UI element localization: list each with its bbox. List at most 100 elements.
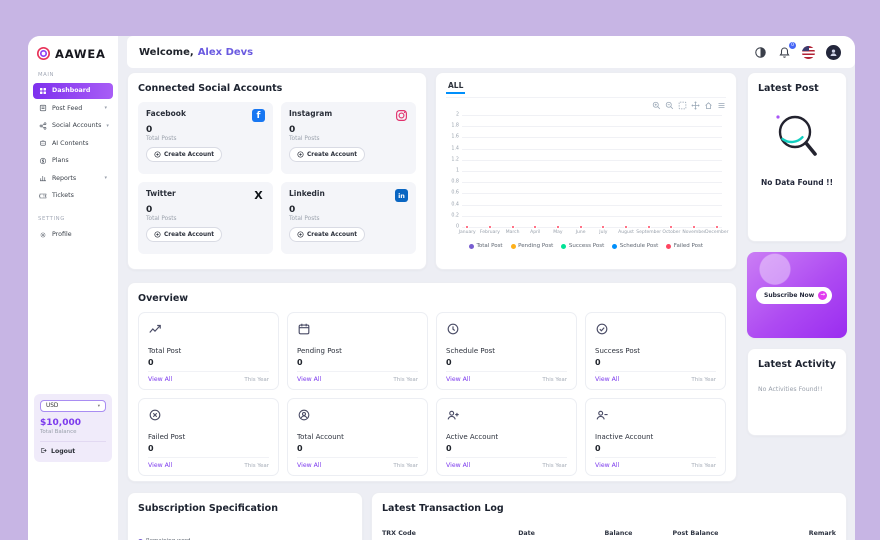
dashboard-icon xyxy=(39,87,47,95)
social-account-name: Facebook xyxy=(146,109,186,118)
latest-activity-title: Latest Activity xyxy=(758,359,836,370)
logout-button[interactable]: Logout xyxy=(40,441,106,456)
theme-toggle-icon[interactable] xyxy=(754,46,767,59)
x-axis-label: January xyxy=(458,230,476,235)
transaction-log-title: Latest Transaction Log xyxy=(382,503,504,514)
view-all-link[interactable]: View All xyxy=(297,462,322,469)
zoom-in-icon[interactable] xyxy=(652,101,661,110)
chart-data-point xyxy=(714,225,719,229)
column-header-date[interactable]: Date xyxy=(518,530,535,537)
sidebar-item-plans[interactable]: Plans xyxy=(33,153,113,169)
view-all-link[interactable]: View All xyxy=(148,376,173,383)
subscribe-now-label: Subscribe Now xyxy=(764,291,815,299)
zoom-out-icon[interactable] xyxy=(665,101,674,110)
y-axis-label: 0.8 xyxy=(451,179,459,185)
y-axis-label: 1 xyxy=(455,168,459,174)
legend-item-total-post[interactable]: Total Post xyxy=(468,243,503,249)
create-account-button[interactable]: Create Account xyxy=(146,147,223,162)
gridline xyxy=(462,171,722,172)
no-activities-text: No Activities Found!! xyxy=(758,386,823,393)
chart-data-point xyxy=(533,225,538,229)
stat-label: Failed Post xyxy=(148,433,186,441)
legend-dot xyxy=(510,243,516,249)
sidebar-item-label: Tickets xyxy=(52,192,74,199)
profile-icon xyxy=(39,231,47,239)
column-header-trx-code[interactable]: TRX Code xyxy=(382,530,416,537)
plans-icon xyxy=(39,157,47,165)
view-all-link[interactable]: View All xyxy=(297,376,322,383)
header-icons: 0 xyxy=(754,41,841,60)
view-all-link[interactable]: View All xyxy=(446,462,471,469)
view-all-link[interactable]: View All xyxy=(148,462,173,469)
chart-tab-all[interactable]: ALL xyxy=(446,81,466,94)
no-data-magnifier-illustration xyxy=(758,108,836,166)
stat-card-schedule-post: Schedule Post 0 View All This Year xyxy=(436,312,577,390)
view-all-link[interactable]: View All xyxy=(595,376,620,383)
selection-icon[interactable] xyxy=(678,101,687,110)
create-account-button[interactable]: Create Account xyxy=(146,227,223,242)
language-flag-icon[interactable] xyxy=(802,45,815,59)
sidebar-item-label: Profile xyxy=(52,231,72,238)
twitter-icon: X xyxy=(254,189,263,202)
social-card-title: Connected Social Accounts xyxy=(138,83,283,94)
sidebar-item-social-accounts[interactable]: Social Accounts ▾ xyxy=(33,118,113,134)
pending-post-icon xyxy=(297,322,311,336)
stat-label: Inactive Account xyxy=(595,433,654,441)
total-posts-count: 0 xyxy=(146,205,153,215)
currency-select[interactable]: USD ▾ xyxy=(40,400,106,412)
sidebar: AAWEA MAIN Dashboard Post Feed ▾ Social Acc… xyxy=(28,36,118,540)
stat-card-total-post: Total Post 0 View All This Year xyxy=(138,312,279,390)
stat-period: This Year xyxy=(542,376,567,383)
legend-item-failed-post[interactable]: Failed Post xyxy=(666,243,703,249)
view-all-link[interactable]: View All xyxy=(595,462,620,469)
column-header-balance[interactable]: Balance xyxy=(604,530,633,537)
legend-item-pending-post[interactable]: Pending Post xyxy=(510,243,553,249)
chart-data-point xyxy=(692,225,697,229)
stat-card-failed-post: Failed Post 0 View All This Year xyxy=(138,398,279,476)
ai-contents-icon xyxy=(39,139,47,147)
legend-dot xyxy=(561,243,567,249)
sidebar-item-dashboard[interactable]: Dashboard xyxy=(33,82,113,99)
total-post-icon xyxy=(148,322,162,336)
chart-legend: Total Post Pending Post Success Post Schedu… xyxy=(446,243,726,249)
subscribe-now-button[interactable]: Subscribe Now → xyxy=(756,286,833,304)
sidebar-item-tickets[interactable]: Tickets xyxy=(33,188,113,204)
plus-circle-icon xyxy=(154,231,161,238)
sidebar-item-reports[interactable]: Reports ▾ xyxy=(33,170,113,186)
notifications-bell-icon[interactable]: 0 xyxy=(778,41,796,59)
column-header-remark[interactable]: Remark xyxy=(808,530,836,537)
app-logo[interactable]: AAWEA xyxy=(28,36,118,61)
menu-icon[interactable] xyxy=(717,101,726,110)
social-accounts-icon xyxy=(39,121,47,130)
sidebar-item-profile[interactable]: Profile xyxy=(33,227,113,243)
plus-circle-icon xyxy=(297,151,304,158)
app-logo-icon xyxy=(36,46,51,61)
pan-icon[interactable] xyxy=(691,101,700,110)
no-data-text: No Data Found !! xyxy=(760,178,834,187)
stat-value: 0 xyxy=(446,358,452,367)
chart-data-point xyxy=(646,225,651,229)
sidebar-item-post-feed[interactable]: Post Feed ▾ xyxy=(33,100,113,116)
total-posts-count: 0 xyxy=(289,205,296,215)
x-axis-label: February xyxy=(479,230,500,235)
legend-item-schedule-post[interactable]: Schedule Post xyxy=(612,243,658,249)
latest-post-card: Latest Post No Data Found !! xyxy=(747,72,847,242)
home-icon[interactable] xyxy=(704,101,713,110)
social-account-card-linkedin: Linkedin in 0 Total Posts Create Account xyxy=(281,182,416,254)
user-avatar[interactable] xyxy=(826,44,841,60)
gridline xyxy=(462,215,722,217)
gridline xyxy=(462,204,722,206)
create-account-button[interactable]: Create Account xyxy=(289,227,366,242)
y-axis-label: 1.8 xyxy=(451,123,459,129)
view-all-link[interactable]: View All xyxy=(446,376,471,383)
x-axis-label: December xyxy=(705,230,729,235)
balance-amount: $10,000 xyxy=(40,418,81,428)
column-header-post-balance[interactable]: Post Balance xyxy=(672,530,719,537)
legend-item-success-post[interactable]: Success Post xyxy=(561,243,604,249)
total-posts-label: Total Posts xyxy=(289,136,320,142)
stat-period: This Year xyxy=(691,462,716,469)
stat-period: This Year xyxy=(393,376,418,383)
create-account-button[interactable]: Create Account xyxy=(289,147,366,162)
sidebar-item-ai-contents[interactable]: AI Contents xyxy=(33,135,113,151)
sidebar-item-label: AI Contents xyxy=(52,139,89,147)
